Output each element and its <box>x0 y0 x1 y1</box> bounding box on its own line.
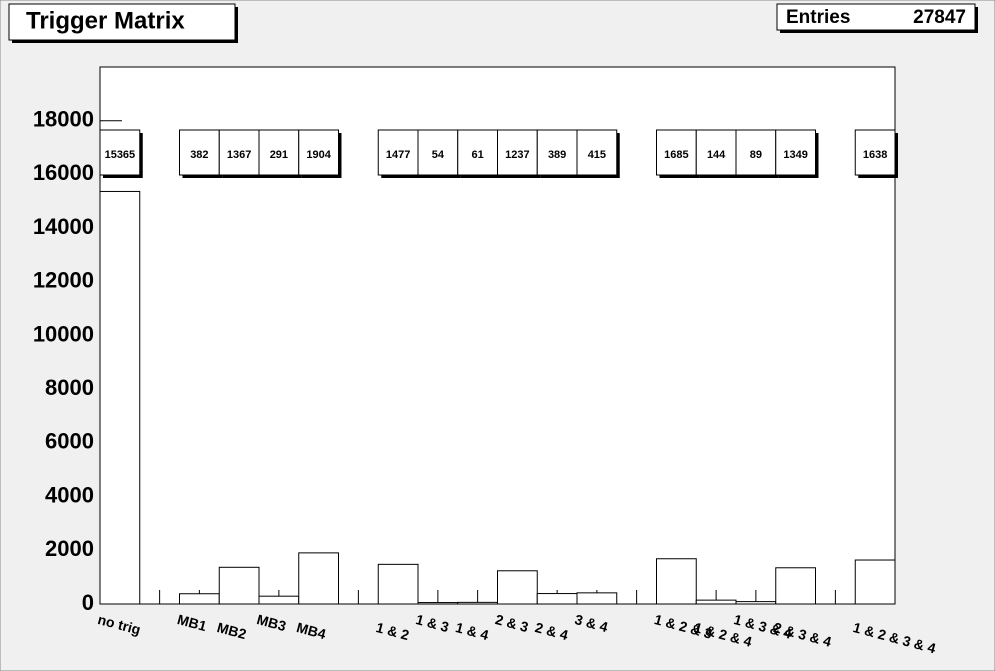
value-label-box <box>576 129 618 176</box>
value-label-box <box>298 129 339 176</box>
value-label: 389 <box>548 149 566 161</box>
y-tick-label: 16000 <box>33 160 94 185</box>
value-label-box <box>457 129 498 176</box>
value-label-box <box>695 129 737 176</box>
value-label-box <box>536 129 578 176</box>
bar <box>457 601 498 605</box>
value-label-box <box>179 129 220 176</box>
x-tick-label: MB1 <box>176 611 209 634</box>
bar <box>775 567 816 605</box>
bar <box>258 595 300 605</box>
value-label: 89 <box>750 149 762 161</box>
bar <box>536 593 578 605</box>
bar <box>179 593 220 605</box>
value-label: 1237 <box>505 149 529 161</box>
y-tick-label: 4000 <box>45 482 94 507</box>
value-label: 415 <box>588 149 606 161</box>
value-label: 1477 <box>386 149 410 161</box>
y-tick-label: 12000 <box>33 268 94 293</box>
value-label-box <box>417 129 459 176</box>
bar <box>735 601 777 605</box>
value-label-box <box>377 129 419 176</box>
bar <box>656 558 697 605</box>
value-label: 144 <box>707 149 726 161</box>
title-box <box>8 3 236 41</box>
bar <box>417 602 459 605</box>
value-label: 54 <box>432 149 445 161</box>
value-label-box <box>218 129 260 176</box>
y-tick-label: 10000 <box>33 321 94 346</box>
stats-box <box>776 3 976 31</box>
bar <box>497 570 538 605</box>
bar <box>298 552 339 605</box>
value-label: 1904 <box>306 149 331 161</box>
value-label-box <box>775 129 816 176</box>
bar <box>576 592 618 605</box>
y-tick-label: 18000 <box>33 107 94 132</box>
y-tick-label: 0 <box>82 590 94 615</box>
value-label: 15365 <box>105 149 136 161</box>
value-label-box <box>854 129 896 176</box>
bar <box>377 563 419 605</box>
value-label: 382 <box>190 149 208 161</box>
bar <box>218 566 260 605</box>
x-tick-label: MB2 <box>215 619 248 642</box>
bar <box>99 190 141 605</box>
bar <box>854 559 896 605</box>
stats-label: Entries <box>786 7 850 28</box>
stats-value: 27847 <box>913 7 966 28</box>
value-label-box <box>258 129 300 176</box>
y-tick-label: 8000 <box>45 375 94 400</box>
x-tick-label: MB3 <box>255 611 288 634</box>
value-label: 1367 <box>227 149 251 161</box>
value-label: 61 <box>472 149 484 161</box>
chart-title: Trigger Matrix <box>26 7 185 34</box>
y-tick-label: 2000 <box>45 536 94 561</box>
value-label-box <box>497 129 538 176</box>
y-tick-label: 14000 <box>33 214 94 239</box>
x-tick-label: MB4 <box>295 619 328 642</box>
bar <box>695 599 737 605</box>
value-label: 291 <box>270 149 288 161</box>
value-label: 1349 <box>783 149 807 161</box>
value-label-box <box>99 129 141 176</box>
y-tick-label: 6000 <box>45 429 94 454</box>
value-label: 1685 <box>664 149 688 161</box>
value-label: 1638 <box>863 149 887 161</box>
value-label-box <box>656 129 697 176</box>
